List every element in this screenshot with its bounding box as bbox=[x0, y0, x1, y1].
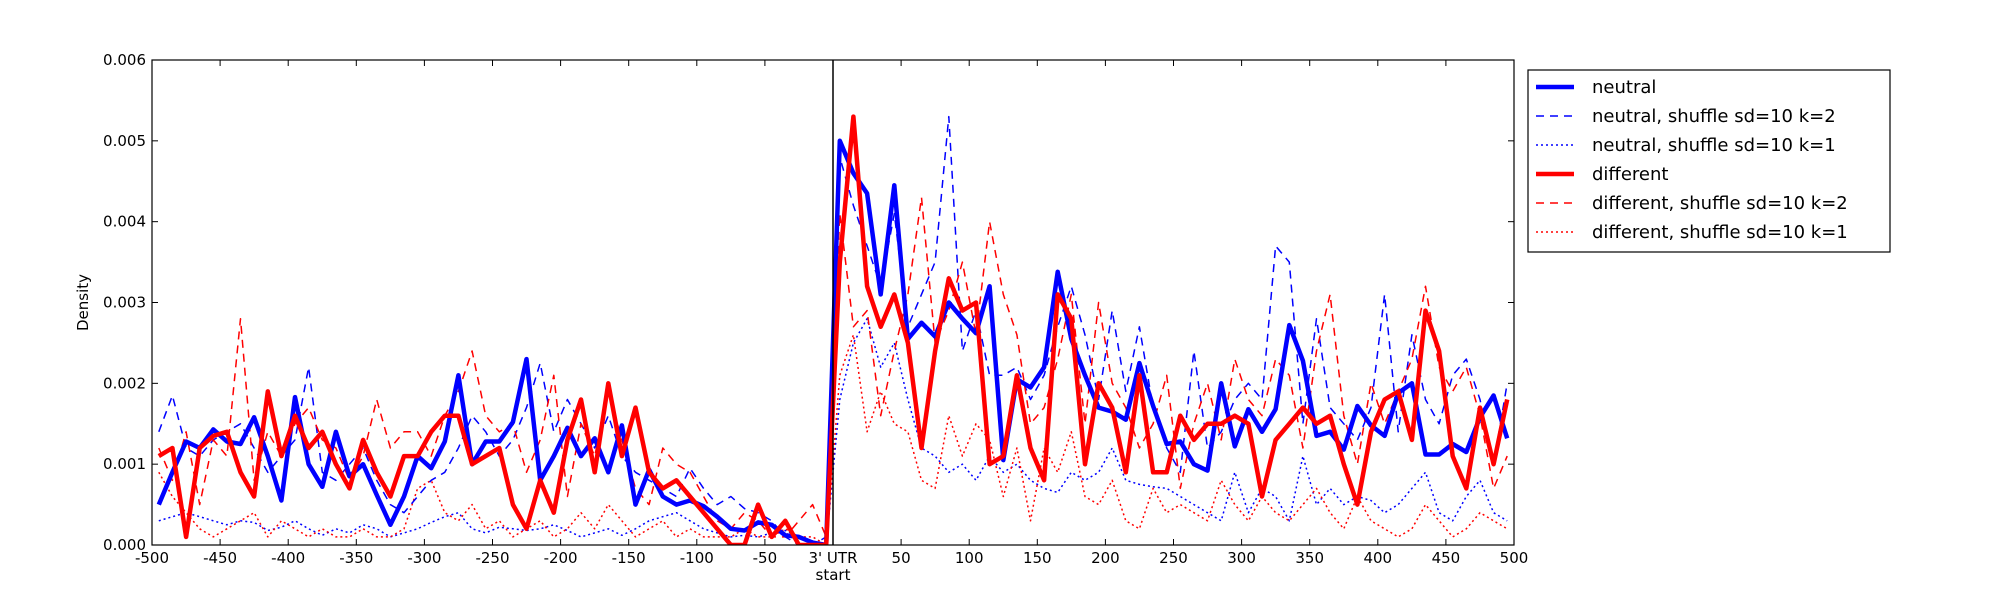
x-tick-label: -150 bbox=[612, 549, 646, 567]
axes-layer: -500 -450 -400 -350 -300 -250 -200 -150 -100 -50 3… bbox=[103, 51, 1528, 584]
x-tick-label: -200 bbox=[544, 549, 578, 567]
y-tick-label: 0.006 bbox=[103, 51, 146, 69]
series-line-1 bbox=[158, 115, 1508, 545]
legend-label-1: neutral, shuffle sd=10 k=2 bbox=[1592, 106, 1836, 127]
x-tick-label: 500 bbox=[1500, 549, 1529, 567]
x-tick-label: -350 bbox=[339, 549, 373, 567]
y-axis-label: Density bbox=[74, 274, 92, 331]
y-tick-label: 0.005 bbox=[103, 132, 146, 150]
x-tick-label: -450 bbox=[203, 549, 237, 567]
y-tick-label: 0.004 bbox=[103, 213, 146, 231]
series-line-5 bbox=[158, 334, 1508, 545]
legend-label-5: different, shuffle sd=10 k=1 bbox=[1592, 222, 1848, 243]
legend-label-4: different, shuffle sd=10 k=2 bbox=[1592, 193, 1848, 214]
legend-label-0: neutral bbox=[1592, 77, 1656, 98]
x-tick-label: 3' UTR bbox=[809, 549, 858, 567]
x-tick-label: 250 bbox=[1159, 549, 1188, 567]
x-tick-label: 100 bbox=[955, 549, 984, 567]
x-tick-label: 400 bbox=[1363, 549, 1392, 567]
legend-label-2: neutral, shuffle sd=10 k=1 bbox=[1592, 135, 1836, 156]
x-tick-label: -400 bbox=[271, 549, 305, 567]
x-tick-label: 200 bbox=[1091, 549, 1120, 567]
y-tick-label: 0.002 bbox=[103, 374, 146, 392]
x-tick-label: 450 bbox=[1432, 549, 1461, 567]
legend-box bbox=[1527, 69, 1891, 253]
y-tick-label: 0.003 bbox=[103, 294, 146, 312]
x-tick-label: 150 bbox=[1023, 549, 1052, 567]
legend-label-3: different bbox=[1592, 164, 1668, 185]
x-tick-label: -500 bbox=[135, 549, 169, 567]
x-tick-label: -250 bbox=[475, 549, 509, 567]
x-tick-label: 300 bbox=[1227, 549, 1256, 567]
legend: neutral neutral, shuffle sd=10 k=2 neutral… bbox=[1527, 69, 1891, 253]
x-tick-label: 350 bbox=[1295, 549, 1324, 567]
y-tick-label: 0.000 bbox=[103, 536, 146, 554]
x-tick-label-start: start bbox=[816, 566, 851, 584]
x-tick-label: 50 bbox=[892, 549, 911, 567]
x-tick-label: -50 bbox=[753, 549, 778, 567]
x-tick-label: -100 bbox=[680, 549, 714, 567]
x-tick-label: -300 bbox=[407, 549, 441, 567]
y-tick-label: 0.001 bbox=[103, 455, 146, 473]
